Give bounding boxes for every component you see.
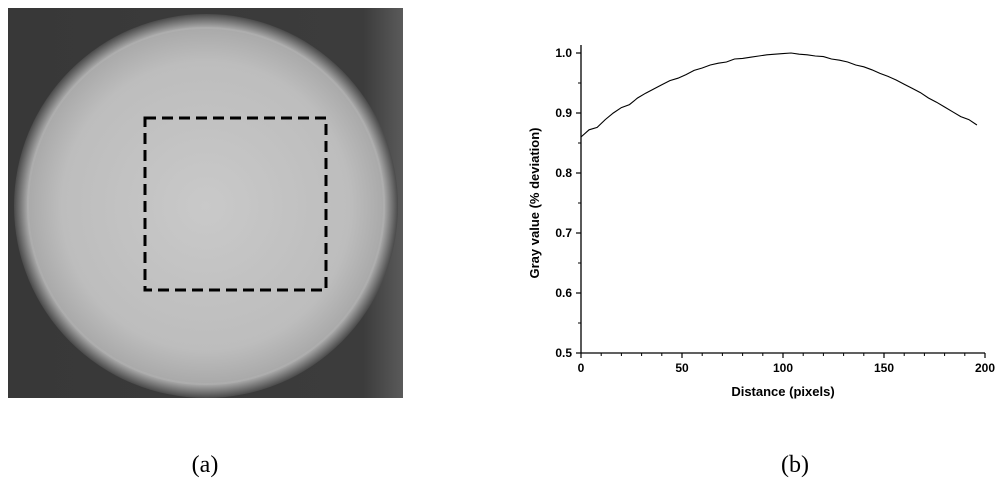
y-tick-label: 0.8 (555, 166, 572, 180)
y-tick-label: 1.0 (555, 46, 572, 60)
caption: (a) (192, 452, 219, 478)
y-tick-label: 0.5 (555, 346, 572, 360)
y-tick-label: 0.7 (555, 226, 572, 240)
data-line (580, 52, 978, 138)
x-tick-label: 0 (578, 361, 585, 375)
photo (8, 8, 403, 398)
line-chart: 0.5 0.6 0.7 0.8 0.9 1.0 0 50 100 150 200 Distance (… (527, 45, 995, 399)
x-tick-label: 50 (675, 361, 689, 375)
x-axis-label: Distance (pixels) (731, 384, 834, 399)
y-axis-label: Gray value (% deviation) (527, 128, 542, 279)
y-tick-label: 0.6 (555, 286, 572, 300)
caption: (b) (781, 452, 809, 478)
x-tick-label: 150 (874, 361, 894, 375)
x-tick-label: 100 (773, 361, 793, 375)
x-tick-label: 200 (975, 361, 995, 375)
y-tick-label: 0.9 (555, 106, 572, 120)
